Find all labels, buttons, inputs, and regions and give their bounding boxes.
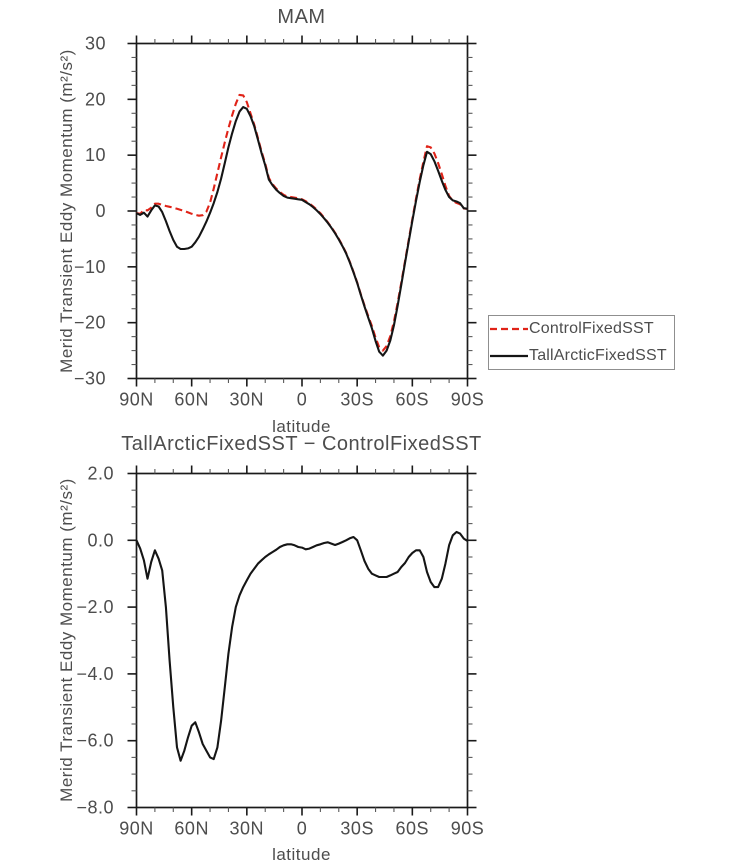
x-tick-label: 30S bbox=[340, 390, 374, 410]
legend: ControlFixedSST TallArcticFixedSST bbox=[488, 315, 675, 370]
y-tick-label: −6.0 bbox=[76, 731, 114, 751]
top-chart-y-axis-title: Merid Transient Eddy Momentum (m²/s²) bbox=[57, 49, 76, 373]
legend-row-tallarctic: TallArcticFixedSST bbox=[489, 343, 674, 369]
legend-label-control: ControlFixedSST bbox=[529, 320, 654, 338]
x-tick-label: 0 bbox=[297, 390, 308, 410]
y-tick-label: 0.0 bbox=[87, 530, 114, 550]
diff-chart-title: TallArcticFixedSST − ControlFixedSST bbox=[121, 433, 482, 455]
x-tick-label: 90N bbox=[119, 390, 154, 410]
y-tick-label: −10 bbox=[74, 257, 106, 277]
y-tick-label: 30 bbox=[85, 34, 106, 54]
plot-frame-panel-1 bbox=[135, 472, 469, 809]
series-line-tallarcticfixedsst bbox=[136, 106, 468, 357]
plot-frame-panel-0 bbox=[135, 42, 469, 380]
legend-label-tallarctic: TallArcticFixedSST bbox=[529, 346, 667, 364]
x-tick-label: 60N bbox=[174, 819, 209, 839]
legend-line-sample-dashed bbox=[490, 328, 528, 331]
y-tick-label: −4.0 bbox=[76, 664, 114, 684]
series-line-tallarcticfixedsst-controlfixedsst bbox=[135, 530, 469, 762]
y-tick-label: 10 bbox=[85, 145, 106, 165]
x-tick-label: 30N bbox=[230, 390, 265, 410]
x-tick-label: 30N bbox=[230, 819, 265, 839]
x-tick-label: 90S bbox=[451, 390, 485, 410]
y-tick-label: 0 bbox=[95, 201, 106, 221]
y-tick-label: −8.0 bbox=[76, 798, 114, 818]
y-tick-label: −20 bbox=[74, 313, 106, 333]
diff-chart-y-axis-title: Merid Transient Eddy Momentum (m²/s²) bbox=[57, 478, 76, 802]
x-tick-label: 90N bbox=[119, 819, 154, 839]
x-tick-label: 90S bbox=[451, 819, 485, 839]
top-chart-x-axis-title: latitude bbox=[272, 417, 331, 436]
top-chart-title: MAM bbox=[277, 6, 326, 28]
x-tick-label: 60S bbox=[396, 390, 430, 410]
x-tick-label: 60N bbox=[174, 390, 209, 410]
x-tick-label: 30S bbox=[340, 819, 374, 839]
x-tick-label: 0 bbox=[297, 819, 308, 839]
y-tick-label: −30 bbox=[74, 369, 106, 389]
legend-row-control: ControlFixedSST bbox=[489, 316, 674, 342]
diff-chart-x-axis-title: latitude bbox=[272, 845, 331, 864]
y-tick-label: 2.0 bbox=[87, 464, 114, 484]
y-tick-label: 20 bbox=[85, 89, 106, 109]
y-tick-label: −2.0 bbox=[76, 597, 114, 617]
series-line-controlfixedsst bbox=[136, 93, 468, 352]
legend-line-sample-solid bbox=[490, 354, 528, 357]
x-tick-label: 60S bbox=[396, 819, 430, 839]
